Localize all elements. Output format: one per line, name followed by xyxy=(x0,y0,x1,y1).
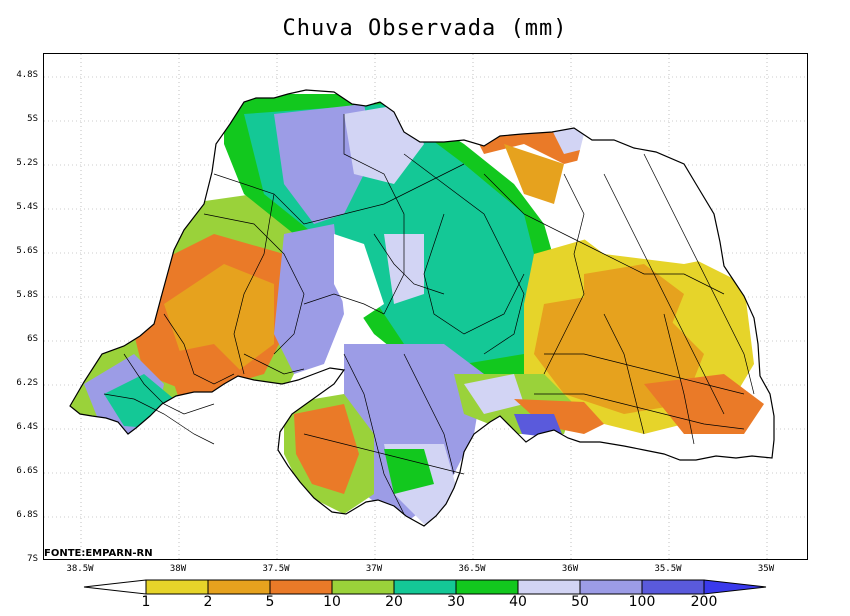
longitude-tick-label: 36.5W xyxy=(458,564,486,574)
municipality-boundaries xyxy=(103,114,755,515)
legend-swatch xyxy=(331,579,395,595)
longitude-tick-label: 36W xyxy=(561,564,579,574)
latitude-tick-label: 6.6S xyxy=(16,466,38,476)
latitude-tick-label: 5.2S xyxy=(16,158,38,168)
latitude-tick-label: 5S xyxy=(27,114,38,124)
latitude-tick-label: 6.4S xyxy=(16,422,38,432)
latitude-tick-label: 6.8S xyxy=(16,510,38,520)
longitude-tick-label: 35.5W xyxy=(654,564,682,574)
legend-swatch xyxy=(517,579,581,595)
latitude-tick-label: 5.8S xyxy=(16,290,38,300)
legend-label: 40 xyxy=(509,594,527,610)
latitude-tick-label: 6.2S xyxy=(16,378,38,388)
legend-swatch xyxy=(703,579,767,595)
latitude-tick-label: 5.6S xyxy=(16,246,38,256)
legend-swatch xyxy=(83,579,147,595)
longitude-tick-label: 38.5W xyxy=(66,564,94,574)
latitude-tick-label: 4.8S xyxy=(16,70,38,80)
legend-swatch xyxy=(207,579,271,595)
latitude-tick-label: 7S xyxy=(27,554,38,564)
legend-swatch xyxy=(455,579,519,595)
legend-label: 1 xyxy=(141,594,151,610)
longitude-tick-label: 37.5W xyxy=(262,564,290,574)
legend-label: 200 xyxy=(690,594,718,610)
legend-label: 100 xyxy=(628,594,656,610)
legend-label: 30 xyxy=(447,594,465,610)
legend-label: 20 xyxy=(385,594,403,610)
legend-swatch xyxy=(145,579,209,595)
data-source-label: FONTE:EMPARN-RN xyxy=(44,548,153,559)
latitude-tick-label: 6S xyxy=(27,334,38,344)
latitude-tick-label: 5.4S xyxy=(16,202,38,212)
legend-label: 10 xyxy=(323,594,341,610)
state-boundary xyxy=(69,89,775,527)
longitude-tick-label: 35W xyxy=(757,564,775,574)
legend-label: 5 xyxy=(265,594,275,610)
map-frame xyxy=(43,53,808,560)
legend-swatch xyxy=(269,579,333,595)
legend-label: 2 xyxy=(203,594,213,610)
map-title: Chuva Observada (mm) xyxy=(282,16,568,41)
longitude-tick-label: 37W xyxy=(365,564,383,574)
color-legend xyxy=(83,579,767,595)
longitude-tick-label: 38W xyxy=(169,564,187,574)
legend-label: 50 xyxy=(571,594,589,610)
rainfall-map xyxy=(44,54,807,559)
legend-swatch xyxy=(641,579,705,595)
legend-swatch xyxy=(579,579,643,595)
legend-swatch xyxy=(393,579,457,595)
